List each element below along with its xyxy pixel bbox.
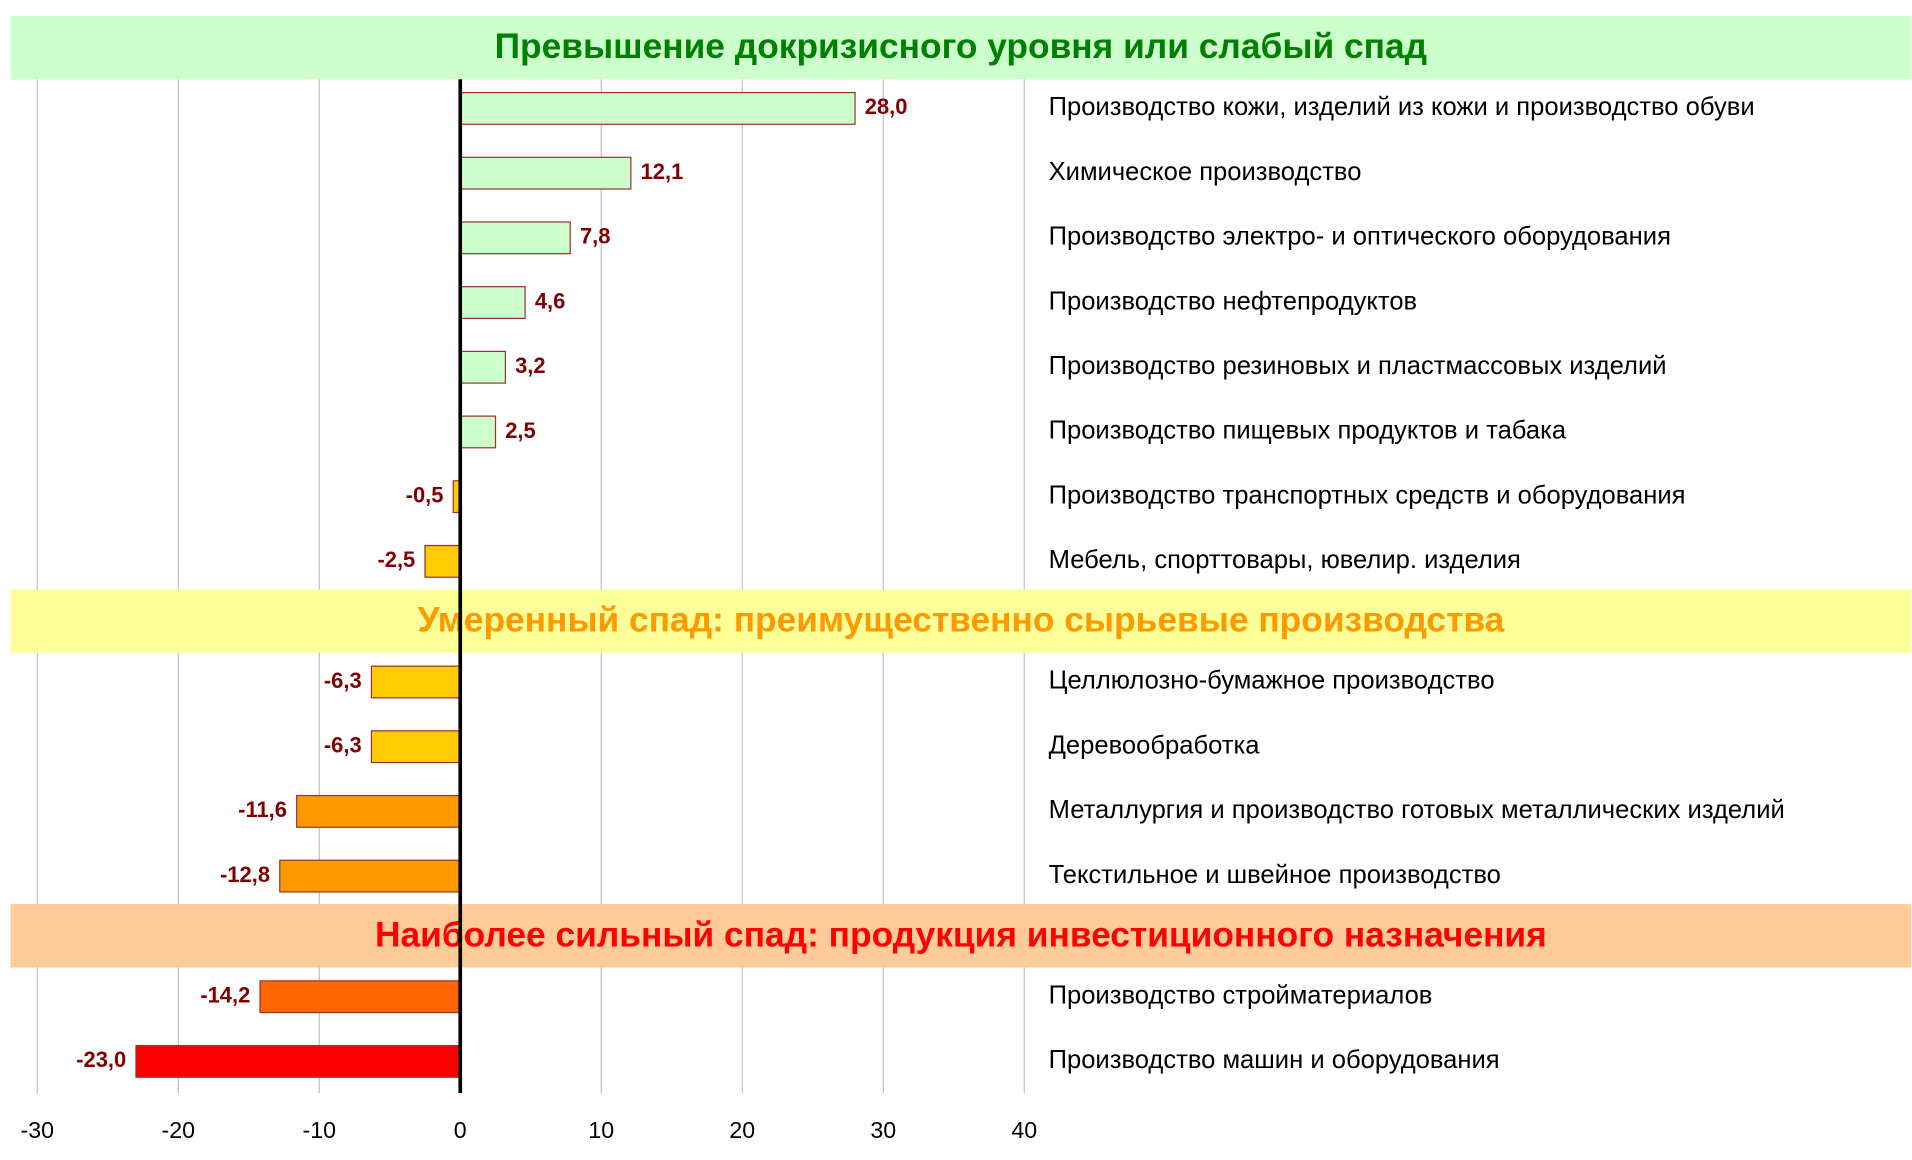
bar [370,730,461,764]
section-band [10,589,1912,653]
plot: Превышение докризисного уровня или слабы… [10,15,1912,1143]
value-label: 7,8 [580,224,610,249]
x-tick-label: 20 [729,1117,755,1143]
category-label: Производство кожи, изделий из кожи и про… [1049,93,1755,121]
value-label: -6,3 [324,732,362,757]
category-label: Целлюлозно-бумажное производство [1049,667,1495,695]
value-label: -2,5 [377,547,415,572]
category-label: Производство машин и оборудования [1049,1046,1500,1074]
bar [459,415,497,449]
bar [135,1044,461,1078]
section-title: Умеренный спад: преимущественно сырьевые… [417,601,1504,640]
bar [459,156,632,190]
x-tick-label: -10 [303,1117,336,1143]
value-label: -23,0 [76,1047,126,1072]
category-label: Химическое производство [1049,158,1362,186]
value-label: -0,5 [406,482,444,507]
category-label: Мебель, спорттовары, ювелир. изделия [1049,546,1521,574]
bar [459,286,526,320]
value-label: 2,5 [505,418,535,443]
value-label: -12,8 [220,862,270,887]
category-label: Производство транспортных средств и обор… [1049,481,1686,509]
value-label: -6,3 [324,668,362,693]
section-title: Превышение докризисного уровня или слабы… [495,27,1427,66]
x-tick-label: -30 [21,1117,54,1143]
value-label: -14,2 [200,983,250,1008]
value-label: 3,2 [515,353,545,378]
bar [424,544,461,578]
value-label: 4,6 [535,288,565,313]
category-label: Производство электро- и оптического обор… [1049,223,1671,251]
category-label: Деревообработка [1049,731,1261,759]
bar [459,350,506,384]
bar [296,794,461,828]
category-label: Производство резиновых и пластмассовых и… [1049,352,1667,380]
x-tick-label: -20 [162,1117,195,1143]
category-label: Металлургия и производство готовых метал… [1049,796,1785,824]
bar [459,91,856,125]
x-tick-label: 40 [1011,1117,1037,1143]
section-band [10,15,1912,80]
category-label: Производство стройматериалов [1049,981,1433,1009]
section-band [10,904,1912,968]
x-tick-label: 30 [870,1117,896,1143]
value-label: -11,6 [238,797,287,822]
section-title: Наиболее сильный спад: продукция инвести… [375,915,1547,954]
category-label: Производство пищевых продуктов и табака [1049,417,1567,445]
value-label: 12,1 [641,159,684,184]
bar [279,859,461,893]
x-tick-label: 10 [588,1117,614,1143]
bar [259,980,461,1014]
category-label: Текстильное и швейное производство [1049,861,1501,889]
value-label: 28,0 [865,94,908,119]
bar [459,221,571,255]
x-tick-label: 0 [454,1117,467,1143]
bar [370,665,461,699]
category-label: Производство нефтепродуктов [1049,287,1418,315]
